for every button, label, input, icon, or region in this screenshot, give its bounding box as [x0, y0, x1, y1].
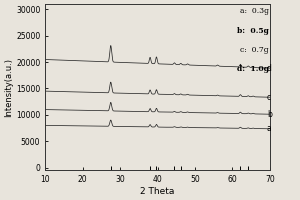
Text: b: b	[267, 110, 272, 119]
Text: c: c	[267, 93, 271, 102]
Y-axis label: Intensity(a.u.): Intensity(a.u.)	[4, 58, 13, 117]
X-axis label: 2 Theta: 2 Theta	[140, 187, 175, 196]
Text: d: d	[267, 64, 272, 73]
Text: a:  0.3g: a: 0.3g	[240, 7, 269, 15]
Text: d:  1.0g: d: 1.0g	[237, 65, 269, 73]
Text: c:  0.7g: c: 0.7g	[240, 46, 269, 54]
Text: b:  0.5g: b: 0.5g	[237, 27, 269, 35]
Text: a: a	[267, 124, 272, 133]
